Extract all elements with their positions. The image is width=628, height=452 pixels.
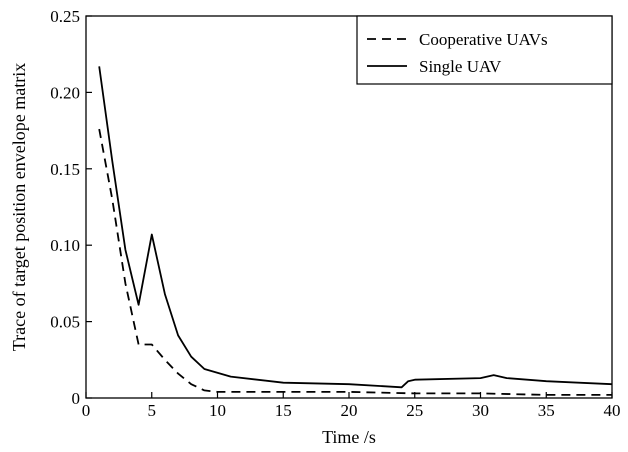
y-tick-label: 0.25 [50, 7, 80, 26]
x-tick-label: 15 [275, 401, 292, 420]
ticks: 0 5 10 15 20 25 30 35 40 0 0.05 0.10 0.15 0.20 0.25 [50, 7, 620, 420]
legend-box [356, 15, 613, 85]
x-tick-label: 25 [406, 401, 423, 420]
legend-label: Cooperative UAVs [419, 30, 548, 49]
y-tick-label: 0.10 [50, 236, 80, 255]
series-lines [98, 66, 613, 396]
x-tick-label: 20 [341, 401, 358, 420]
x-tick-label: 35 [538, 401, 555, 420]
legend: Cooperative UAVs Single UAV [356, 15, 613, 85]
series-line-single-uav [98, 66, 613, 389]
x-tick-label: 40 [604, 401, 621, 420]
y-tick-label: 0.15 [50, 160, 80, 179]
x-tick-label: 10 [209, 401, 226, 420]
x-tick-label: 0 [82, 401, 91, 420]
x-tick-label: 5 [148, 401, 157, 420]
y-tick-label: 0.05 [50, 313, 80, 332]
y-tick-label: 0 [72, 389, 81, 408]
x-tick-label: 30 [472, 401, 489, 420]
series-line-cooperative-uavs [98, 128, 612, 396]
legend-label: Single UAV [419, 57, 502, 76]
y-axis-label: Trace of target position envelope matrix [9, 63, 29, 351]
y-tick-label: 0.20 [50, 83, 80, 102]
x-axis-label: Time /s [322, 427, 376, 447]
